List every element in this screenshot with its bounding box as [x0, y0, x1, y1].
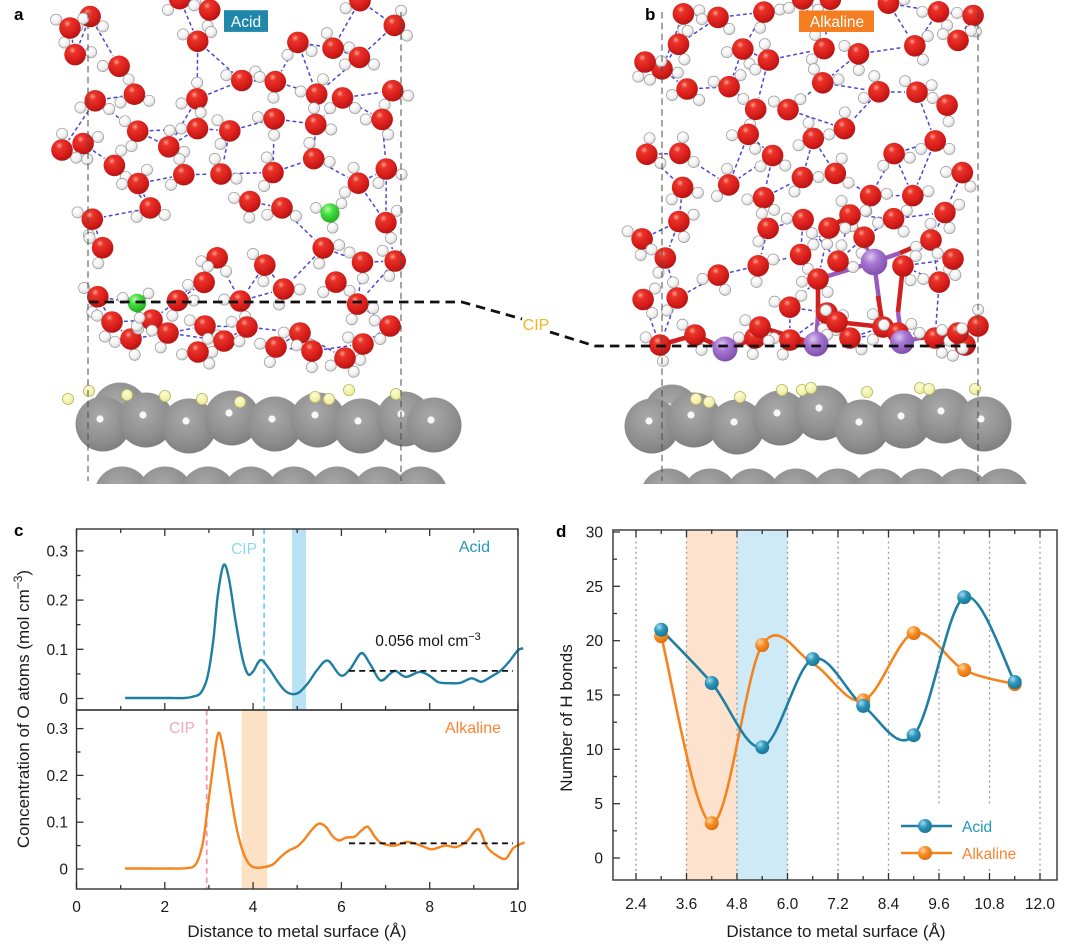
- svg-text:0.1: 0.1: [46, 815, 68, 832]
- svg-text:8: 8: [425, 899, 434, 916]
- svg-text:Number of H bonds: Number of H bonds: [557, 644, 576, 791]
- svg-text:9.6: 9.6: [928, 896, 950, 913]
- svg-text:CIP: CIP: [231, 541, 257, 558]
- svg-text:30: 30: [586, 524, 604, 541]
- svg-text:10: 10: [586, 742, 604, 759]
- svg-text:10.8: 10.8: [974, 896, 1004, 913]
- svg-text:Alkaline: Alkaline: [810, 14, 864, 31]
- svg-text:0: 0: [59, 691, 68, 708]
- svg-text:3.6: 3.6: [676, 896, 698, 913]
- svg-text:2: 2: [160, 899, 169, 916]
- svg-text:7.2: 7.2: [827, 896, 849, 913]
- svg-text:6.0: 6.0: [777, 896, 799, 913]
- svg-text:5: 5: [594, 796, 603, 813]
- svg-text:CIP: CIP: [523, 317, 550, 334]
- svg-text:Distance to metal surface (Å): Distance to metal surface (Å): [187, 922, 406, 941]
- svg-text:15: 15: [586, 687, 603, 704]
- svg-text:0: 0: [72, 899, 81, 916]
- svg-text:0: 0: [594, 851, 603, 868]
- svg-text:8.4: 8.4: [878, 896, 900, 913]
- svg-text:2.4: 2.4: [625, 896, 647, 913]
- svg-text:20: 20: [586, 633, 604, 650]
- svg-text:6: 6: [337, 899, 346, 916]
- svg-text:Acid: Acid: [459, 539, 490, 556]
- svg-text:Alkaline: Alkaline: [962, 846, 1016, 863]
- svg-text:12.0: 12.0: [1025, 896, 1056, 913]
- svg-text:0.2: 0.2: [46, 768, 68, 785]
- svg-text:Concentration of O atoms (mol: Concentration of O atoms (mol cm−3): [11, 570, 33, 848]
- svg-text:0.056 mol cm−3: 0.056 mol cm−3: [375, 631, 481, 650]
- svg-text:0.2: 0.2: [46, 593, 68, 610]
- svg-text:d: d: [556, 522, 566, 541]
- svg-text:0.3: 0.3: [46, 721, 68, 738]
- svg-text:Acid: Acid: [231, 14, 261, 31]
- svg-text:25: 25: [586, 579, 603, 596]
- svg-text:0.1: 0.1: [46, 642, 68, 659]
- svg-text:c: c: [14, 521, 23, 540]
- svg-text:b: b: [645, 5, 655, 24]
- svg-text:a: a: [14, 5, 24, 24]
- svg-text:Acid: Acid: [962, 819, 992, 836]
- svg-text:0: 0: [59, 862, 68, 879]
- svg-text:Distance to metal surface (Å): Distance to metal surface (Å): [726, 922, 945, 941]
- svg-text:4: 4: [249, 899, 258, 916]
- svg-text:4.8: 4.8: [726, 896, 748, 913]
- svg-text:0.3: 0.3: [46, 543, 68, 560]
- svg-text:CIP: CIP: [169, 720, 195, 737]
- svg-text:10: 10: [509, 899, 527, 916]
- svg-text:Alkaline: Alkaline: [445, 720, 501, 737]
